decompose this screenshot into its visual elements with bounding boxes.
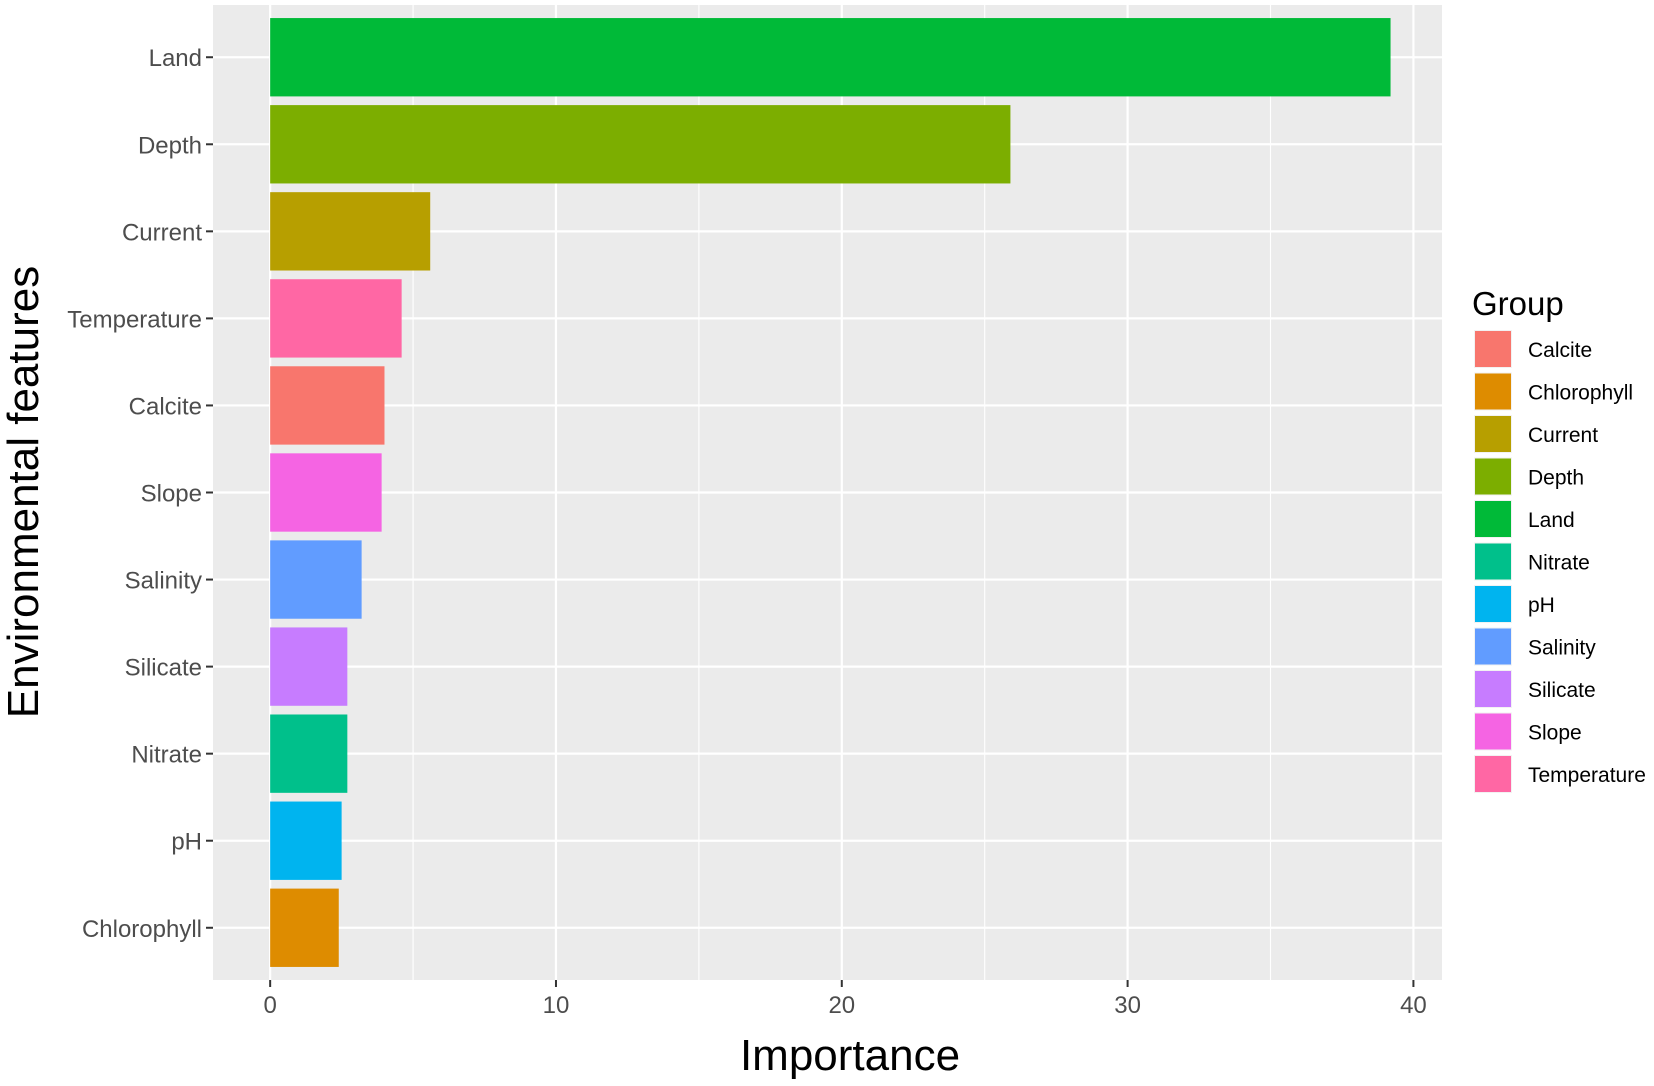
x-tick-label: 0: [263, 992, 276, 1019]
x-tick-label: 10: [543, 992, 570, 1019]
y-tick-label: Depth: [138, 132, 202, 159]
y-axis-title: Environmental features: [0, 266, 48, 718]
x-tick-label: 30: [1114, 992, 1141, 1019]
y-tick-label: Chlorophyll: [82, 916, 202, 943]
y-tick-label: Temperature: [67, 306, 202, 333]
legend-label: Land: [1528, 509, 1575, 532]
y-tick-label: pH: [171, 829, 202, 856]
legend-label: Chlorophyll: [1528, 382, 1633, 405]
y-tick-label: Salinity: [125, 568, 202, 595]
y-tick-label: Current: [122, 219, 202, 246]
legend-key-nitrate: [1475, 543, 1511, 580]
y-axis: Land Depth Current Temperature Calcite Slope S…: [67, 45, 213, 943]
legend-key-silicate: [1475, 671, 1511, 707]
y-tick-label: Land: [149, 45, 202, 72]
legend: Group Calcite Chlorophyll Current Depth Land…: [1472, 285, 1646, 793]
legend-key-calcite: [1475, 331, 1511, 367]
bar-calcite: [270, 366, 385, 445]
legend-title: Group: [1472, 285, 1564, 322]
legend-label: pH: [1528, 594, 1555, 617]
legend-label: Slope: [1528, 722, 1582, 745]
legend-key-slope: [1475, 713, 1511, 750]
bar-ph: [270, 801, 342, 880]
legend-label: Temperature: [1528, 764, 1646, 787]
legend-key-ph: [1475, 586, 1511, 622]
legend-label: Silicate: [1528, 679, 1596, 702]
bar-nitrate: [270, 714, 348, 793]
legend-label: Salinity: [1528, 637, 1596, 660]
legend-key-temperature: [1475, 756, 1511, 792]
bar-current: [270, 192, 431, 271]
legend-label: Calcite: [1528, 339, 1592, 362]
bar-temperature: [270, 279, 402, 358]
bar-silicate: [270, 627, 348, 706]
bar-salinity: [270, 540, 362, 619]
legend-key-salinity: [1475, 628, 1511, 665]
legend-label: Current: [1528, 424, 1598, 447]
y-tick-label: Slope: [141, 481, 202, 508]
bar-depth: [270, 105, 1011, 184]
x-axis: 0 10 20 30 40: [263, 980, 1427, 1019]
y-tick-label: Calcite: [129, 393, 202, 420]
legend-key-chlorophyll: [1475, 373, 1511, 410]
x-tick-label: 40: [1400, 992, 1427, 1019]
bar-land: [270, 18, 1391, 97]
legend-label: Depth: [1528, 467, 1584, 490]
x-axis-title: Importance: [740, 1031, 960, 1080]
legend-key-land: [1475, 501, 1511, 537]
legend-label: Nitrate: [1528, 552, 1590, 575]
legend-key-current: [1475, 416, 1511, 452]
legend-key-depth: [1475, 458, 1511, 495]
y-tick-label: Silicate: [125, 655, 202, 682]
bar-slope: [270, 453, 382, 532]
bars: [270, 18, 1391, 967]
y-tick-label: Nitrate: [131, 742, 202, 769]
bar-chlorophyll: [270, 888, 339, 967]
x-tick-label: 20: [828, 992, 855, 1019]
